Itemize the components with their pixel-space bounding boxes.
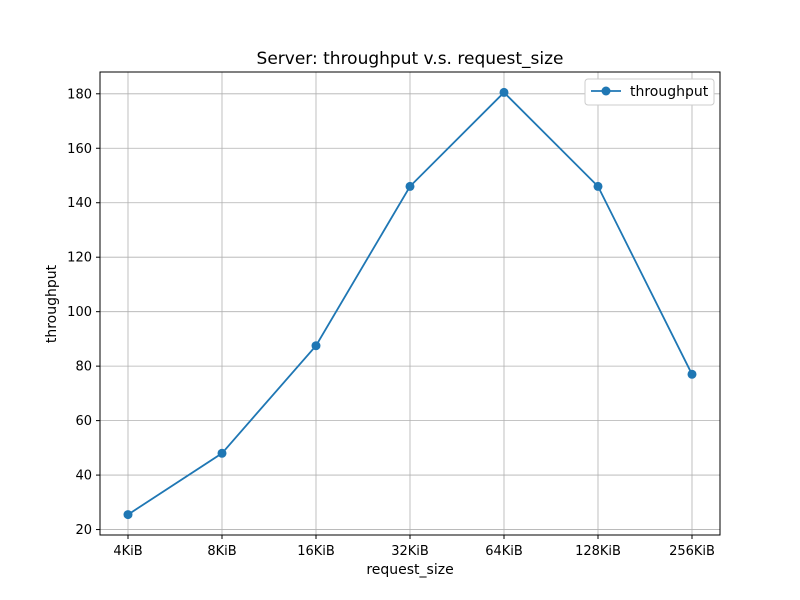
x-tick-label: 64KiB <box>485 544 523 559</box>
y-tick-label: 80 <box>75 360 92 375</box>
data-point-16KiB <box>311 341 321 351</box>
y-tick-label: 120 <box>67 251 92 266</box>
x-tick-label: 128KiB <box>575 544 621 559</box>
legend: throughput <box>584 78 715 106</box>
x-tick-label: 32KiB <box>391 544 429 559</box>
data-point-256KiB <box>687 369 697 379</box>
data-point-64KiB <box>499 87 509 97</box>
data-point-32KiB <box>405 181 415 191</box>
y-tick-label: 40 <box>75 469 92 484</box>
x-tick-label: 4KiB <box>113 544 142 559</box>
ticks-layer: 4KiB 8KiB 16KiB 32KiB 64KiB 128KiB 256KiB 20 40 6… <box>67 87 715 559</box>
data-point-4KiB <box>123 510 133 520</box>
y-tick-label: 180 <box>67 87 92 102</box>
data-point-128KiB <box>593 181 603 191</box>
legend-marker-swatch <box>601 86 611 96</box>
chart-title: Server: throughput v.s. request_size <box>257 49 564 69</box>
y-tick-label: 140 <box>67 196 92 211</box>
legend-box <box>584 78 715 106</box>
y-tick-label: 60 <box>75 414 92 429</box>
y-tick-label: 20 <box>75 523 92 538</box>
x-tick-label: 16KiB <box>297 544 335 559</box>
y-axis-label: throughput <box>44 264 60 343</box>
x-tick-label: 8KiB <box>207 544 236 559</box>
x-axis-label: request_size <box>366 562 453 578</box>
series-layer <box>123 87 697 520</box>
y-tick-label: 160 <box>67 142 92 157</box>
legend-label: throughput <box>630 84 709 100</box>
y-tick-label: 100 <box>67 305 92 320</box>
grid-layer <box>100 72 720 535</box>
x-tick-label: 256KiB <box>669 544 715 559</box>
data-point-8KiB <box>217 448 227 458</box>
